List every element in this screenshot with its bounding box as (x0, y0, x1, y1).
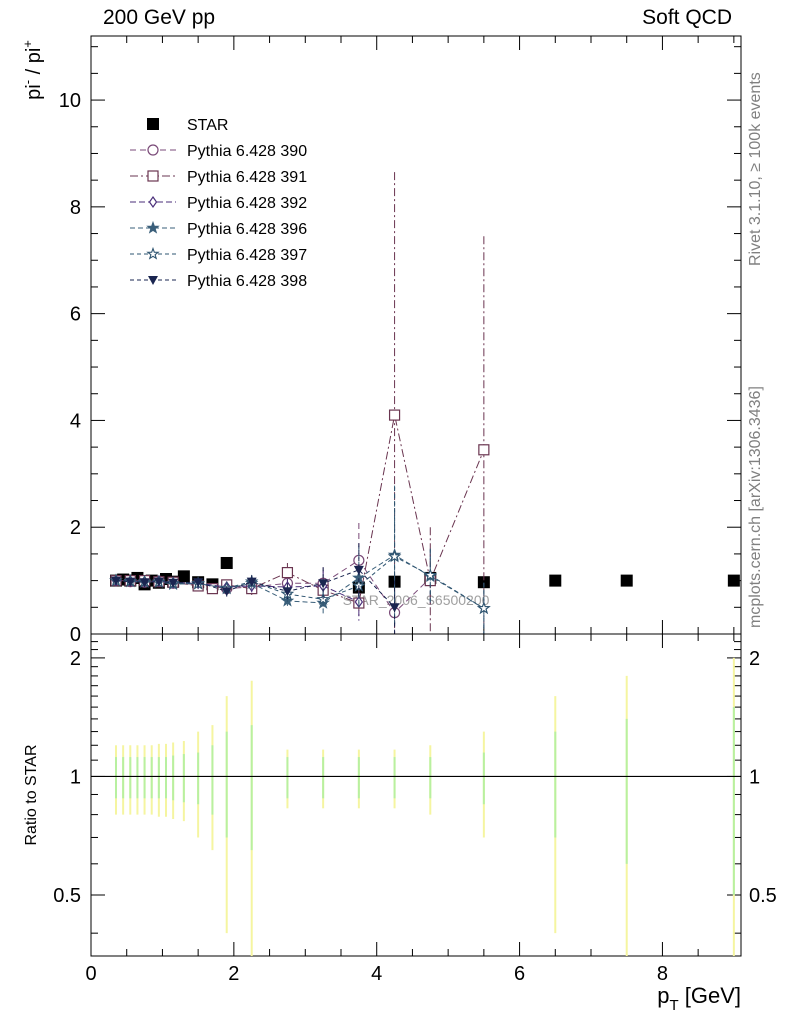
header-right: Soft QCD (642, 6, 732, 29)
y-tick-label: 4 (70, 410, 81, 432)
data-point (147, 118, 159, 130)
y-tick-label: 10 (59, 90, 81, 112)
data-point (477, 601, 491, 615)
data-point (478, 444, 490, 456)
mcplots-label: mcplots.cern.ch [arXiv:1306.3436] (747, 386, 764, 628)
legend-label: Pythia 6.428 396 (187, 221, 307, 238)
data-point (389, 603, 400, 613)
data-point (148, 195, 158, 209)
legend-label: Pythia 6.428 398 (187, 273, 307, 290)
ratio-y-tick-label: 1 (70, 766, 81, 788)
data-point (282, 587, 293, 597)
header-left: 200 GeV pp (103, 6, 216, 29)
data-point (146, 246, 160, 260)
data-point (206, 583, 219, 595)
data-point (125, 577, 136, 587)
data-point (353, 565, 364, 575)
ratio-y-axis-label: Ratio to STAR (23, 744, 40, 845)
series-pythia-6-428-391 (110, 172, 490, 634)
data-point (111, 576, 121, 586)
data-point (423, 568, 438, 582)
ratio-y-tick-label: 2 (70, 648, 81, 670)
legend-entry: Pythia 6.428 397 (130, 246, 307, 264)
x-axis-label: pT [GeV] (657, 983, 741, 1014)
legend-label: Pythia 6.428 391 (187, 169, 307, 186)
data-point (146, 220, 160, 234)
x-tick-label: 2 (228, 963, 239, 985)
y-tick-label: 6 (70, 304, 81, 326)
data-point (727, 574, 740, 587)
data-point (281, 566, 294, 579)
x-tick-label: 6 (514, 963, 525, 985)
data-point (147, 144, 159, 156)
legend-label: Pythia 6.428 392 (187, 195, 307, 212)
series-line (115, 554, 485, 609)
ratio-frame (90, 633, 742, 957)
legend-entry: Pythia 6.428 392 (130, 195, 307, 212)
analysis-watermark: STAR_2006_S6500200 (343, 592, 490, 608)
data-point (168, 578, 179, 588)
data-point (147, 170, 159, 182)
data-point (117, 573, 130, 586)
data-point (388, 409, 401, 421)
legend-entry: STAR (147, 117, 228, 134)
legend-entry: Pythia 6.428 391 (130, 169, 307, 186)
ratio-y-tick-label: 0.5 (53, 885, 81, 907)
y-tick-label: 0 (70, 624, 81, 646)
y-tick-label: 8 (70, 197, 81, 219)
legend-label: Pythia 6.428 397 (187, 247, 307, 264)
data-point (387, 549, 402, 563)
ratio-y-tick-label-right: 0.5 (749, 885, 777, 907)
legend-entry: Pythia 6.428 390 (130, 143, 307, 160)
legend-label: STAR (187, 117, 228, 134)
data-point (148, 276, 158, 285)
legend-entry: Pythia 6.428 396 (130, 220, 307, 238)
x-tick-label: 0 (85, 963, 96, 985)
y-tick-label: 2 (70, 517, 81, 539)
data-point (246, 577, 257, 587)
data-point (153, 577, 164, 587)
rivet-label: Rivet 3.1.10, ≥ 100k events (747, 72, 764, 266)
data-point (318, 579, 329, 589)
data-point (193, 578, 204, 588)
series-pythia-6-428-397 (109, 487, 491, 634)
data-point (139, 578, 150, 588)
series-pythia-6-428-398 (111, 543, 400, 634)
main-panel: 0 2 4 6 8 10 pi- / pi+ STAR_2006_S6500200 STAR Py… (20, 35, 742, 646)
series-line (115, 569, 395, 608)
data-point (177, 570, 190, 583)
data-point (220, 556, 233, 569)
ratio-panel: 0 2 4 6 8 0.5 0.5 1 1 2 2 Ratio to STAR pT [GeV] (23, 633, 777, 1014)
x-tick-label: 8 (657, 963, 668, 985)
y-axis-label: pi- / pi+ (20, 40, 45, 100)
legend-entry: Pythia 6.428 398 (130, 273, 307, 290)
x-tick-label: 4 (371, 963, 382, 985)
data-point (620, 574, 633, 587)
series-pythia-6-428-396 (109, 485, 491, 634)
data-point (477, 576, 490, 589)
data-point (549, 574, 562, 587)
ratio-y-tick-label-right: 1 (749, 766, 760, 788)
legend-label: Pythia 6.428 390 (187, 143, 307, 160)
data-point (221, 587, 232, 597)
ratio-y-tick-label-right: 2 (749, 648, 760, 670)
